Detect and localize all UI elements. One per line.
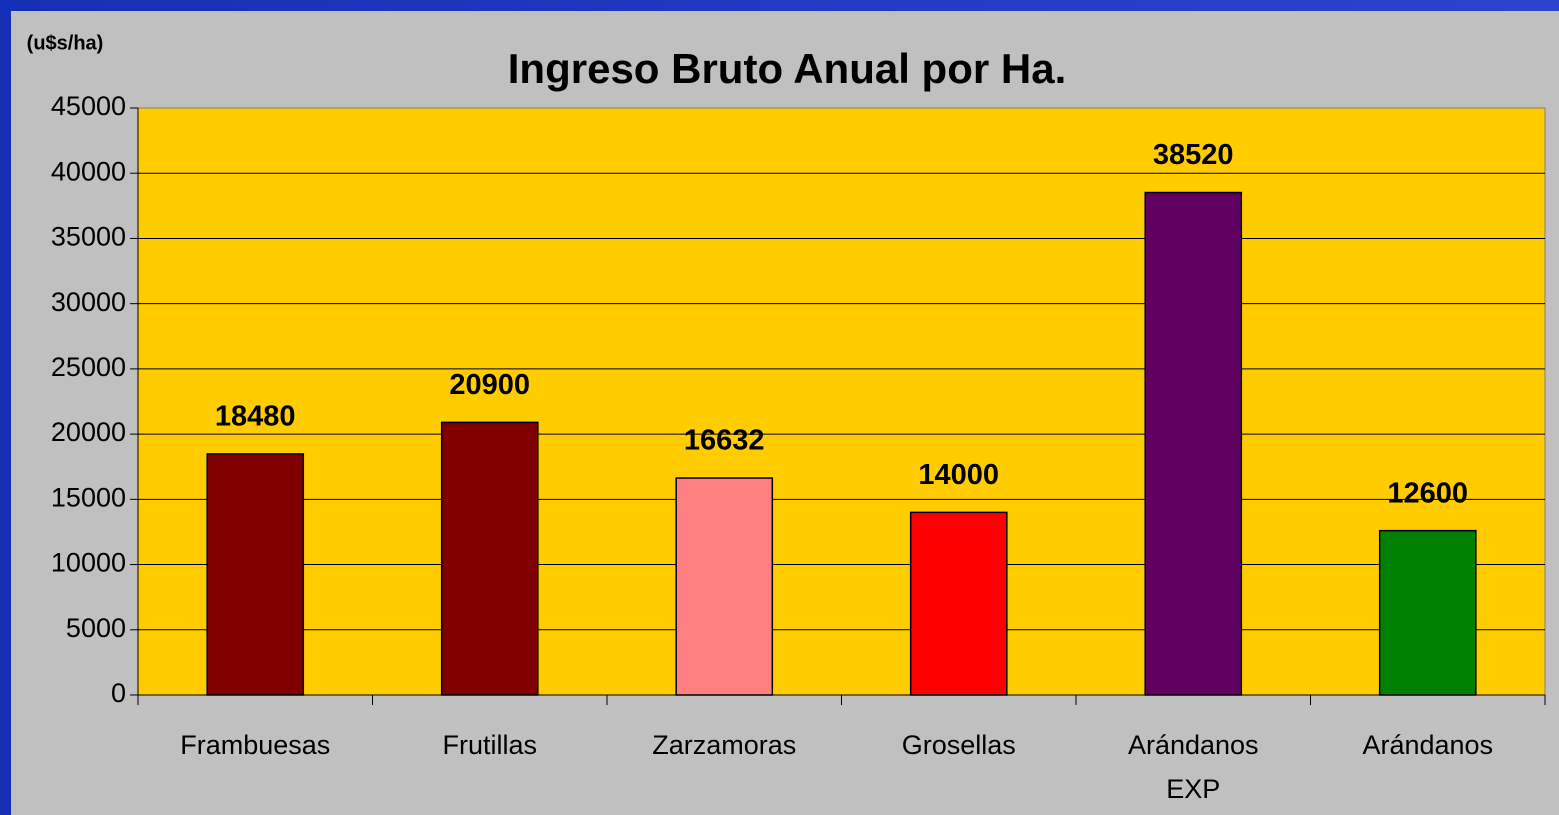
bar [675,477,774,696]
y-tick-label: 15000 [51,482,126,512]
x-tick-label: Zarzamoras [652,730,796,760]
y-tick-label: 40000 [51,156,126,186]
y-tick-label: 20000 [51,417,126,447]
y-tick-label: 0 [111,678,126,708]
value-label: 38520 [1153,139,1234,171]
y-tick-label: 5000 [66,613,126,643]
bar [440,421,539,696]
y-tick-label: 30000 [51,287,126,317]
x-tick-label: Grosellas [902,730,1016,760]
value-label: 20900 [449,369,530,401]
y-tick-label: 45000 [51,91,126,121]
bar [206,453,305,696]
bar [909,511,1008,696]
value-label: 12600 [1387,477,1468,509]
x-tick-label: Arándanos [1128,730,1259,760]
bar [1144,191,1243,696]
plot-area [137,107,1546,696]
x-tick-label: Frutillas [442,730,537,760]
y-tick-label: 35000 [51,222,126,252]
y-tick-label: 10000 [51,548,126,578]
value-label: 16632 [684,425,765,457]
bar [1378,529,1477,696]
x-tick-label: EXP [1166,774,1220,804]
chart-title: Ingreso Bruto Anual por Ha. [508,45,1066,92]
y-tick-label: 25000 [51,352,126,382]
x-tick-label: Arándanos [1362,730,1493,760]
x-tick-label: Frambuesas [180,730,330,760]
y-axis-label: (u$s/ha) [27,32,104,54]
value-label: 14000 [918,459,999,491]
value-label: 18480 [215,401,296,433]
